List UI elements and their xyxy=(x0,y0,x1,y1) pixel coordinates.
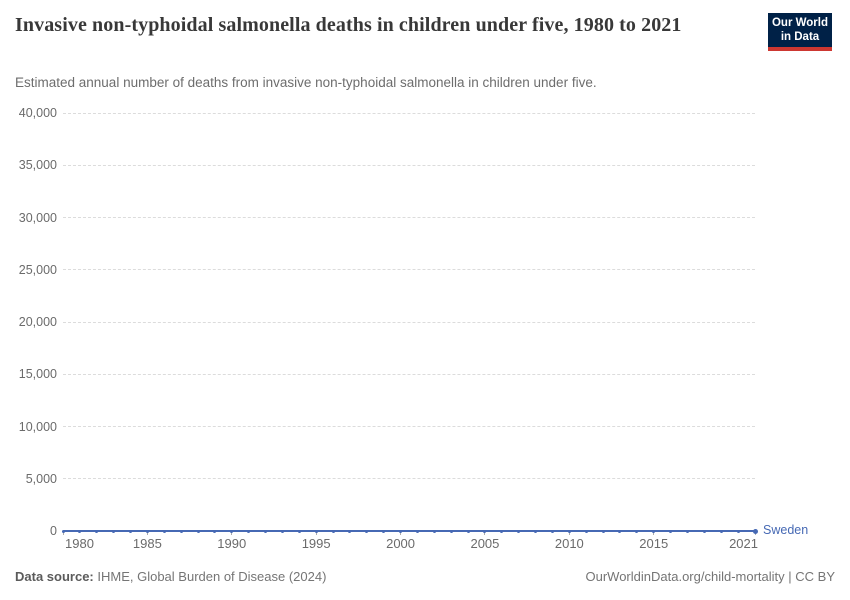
series-end-marker[interactable] xyxy=(752,528,758,534)
data-point[interactable] xyxy=(365,529,369,533)
data-point[interactable] xyxy=(618,529,622,533)
data-point[interactable] xyxy=(314,529,318,533)
x-axis-tick xyxy=(400,531,402,535)
y-axis-label: 5,000 xyxy=(25,471,57,486)
y-gridline xyxy=(63,321,755,323)
data-point[interactable] xyxy=(247,529,251,533)
data-point[interactable] xyxy=(550,529,554,533)
data-point[interactable] xyxy=(230,529,234,533)
y-axis-label: 25,000 xyxy=(18,262,57,277)
x-axis-label: 1990 xyxy=(217,536,247,551)
y-axis-label: 35,000 xyxy=(18,158,57,173)
data-point[interactable] xyxy=(432,529,436,533)
data-point[interactable] xyxy=(736,529,740,533)
x-axis-label: 2010 xyxy=(554,536,584,551)
y-gridline xyxy=(63,373,755,375)
x-axis-label: 1985 xyxy=(132,536,162,551)
y-axis-label: 40,000 xyxy=(18,106,57,120)
x-axis-label: 1980 xyxy=(65,536,94,551)
chart-footer: Data source: IHME, Global Burden of Dise… xyxy=(15,569,835,584)
data-point[interactable] xyxy=(280,529,284,533)
data-point[interactable] xyxy=(179,529,183,533)
y-axis-label: 20,000 xyxy=(18,315,57,329)
y-axis-label: 30,000 xyxy=(18,210,57,225)
data-point[interactable] xyxy=(567,529,571,533)
data-point[interactable] xyxy=(382,529,386,533)
data-point[interactable] xyxy=(500,529,504,533)
owid-credit-link[interactable]: OurWorldinData.org/child-mortality | CC … xyxy=(585,569,836,584)
data-source-note: Data source: IHME, Global Burden of Dise… xyxy=(15,569,326,584)
x-axis-label: 2000 xyxy=(386,536,416,551)
data-point[interactable] xyxy=(112,529,116,533)
y-gridline xyxy=(63,426,755,427)
data-point[interactable] xyxy=(669,529,673,533)
chart-subtitle: Estimated annual number of deaths from i… xyxy=(15,75,597,90)
data-point[interactable] xyxy=(129,529,132,533)
data-point[interactable] xyxy=(534,529,538,533)
data-point[interactable] xyxy=(483,529,487,533)
y-gridline xyxy=(63,478,755,480)
data-point[interactable] xyxy=(719,529,723,533)
data-point[interactable] xyxy=(601,529,605,533)
x-axis-tick xyxy=(568,531,570,535)
chart-title: Invasive non-typhoidal salmonella deaths… xyxy=(15,14,682,36)
data-point[interactable] xyxy=(213,529,217,533)
data-point[interactable] xyxy=(95,529,99,533)
series-entity-label[interactable]: Sweden xyxy=(763,523,809,537)
x-axis-label: 2005 xyxy=(470,536,500,551)
data-point[interactable] xyxy=(264,529,268,533)
data-point[interactable] xyxy=(145,529,149,533)
data-point[interactable] xyxy=(331,529,335,533)
data-source-label: Data source: xyxy=(15,569,94,584)
y-axis-label: 10,000 xyxy=(18,419,57,434)
y-gridline xyxy=(63,269,755,271)
data-point[interactable] xyxy=(162,529,166,533)
data-point[interactable] xyxy=(685,529,689,533)
x-axis-tick xyxy=(653,531,655,535)
y-axis-label: 15,000 xyxy=(18,367,57,382)
data-point[interactable] xyxy=(399,529,403,533)
data-point[interactable] xyxy=(702,529,706,533)
x-axis-tick xyxy=(231,531,233,535)
x-axis-tick xyxy=(146,531,148,535)
x-axis-label: 1995 xyxy=(301,536,331,551)
owid-logo-line1: Our World xyxy=(771,17,828,29)
data-source-value: IHME, Global Burden of Disease (2024) xyxy=(97,569,327,584)
data-point[interactable] xyxy=(517,529,521,533)
data-point[interactable] xyxy=(348,529,352,533)
x-axis-label: 2021 xyxy=(729,536,758,551)
data-point[interactable] xyxy=(61,529,65,533)
data-point[interactable] xyxy=(297,529,301,533)
x-axis-tick xyxy=(62,531,64,535)
x-axis-tick xyxy=(484,531,486,535)
y-gridline xyxy=(63,112,755,114)
data-point[interactable] xyxy=(449,529,453,533)
data-point[interactable] xyxy=(635,529,639,533)
owid-logo-line2: in Data xyxy=(780,31,820,43)
data-point[interactable] xyxy=(415,529,419,533)
x-axis-tick xyxy=(315,531,317,535)
data-point[interactable] xyxy=(466,529,470,533)
x-axis-label: 2015 xyxy=(639,536,669,551)
owid-logo[interactable]: Our World in Data xyxy=(768,13,832,51)
y-gridline xyxy=(63,164,755,166)
data-point[interactable] xyxy=(584,529,588,533)
data-point[interactable] xyxy=(78,529,82,533)
data-point[interactable] xyxy=(652,529,656,533)
series-line-sweden[interactable] xyxy=(63,530,755,532)
y-axis-label: 0 xyxy=(50,524,57,538)
data-point[interactable] xyxy=(196,529,200,533)
y-gridline xyxy=(63,217,755,218)
